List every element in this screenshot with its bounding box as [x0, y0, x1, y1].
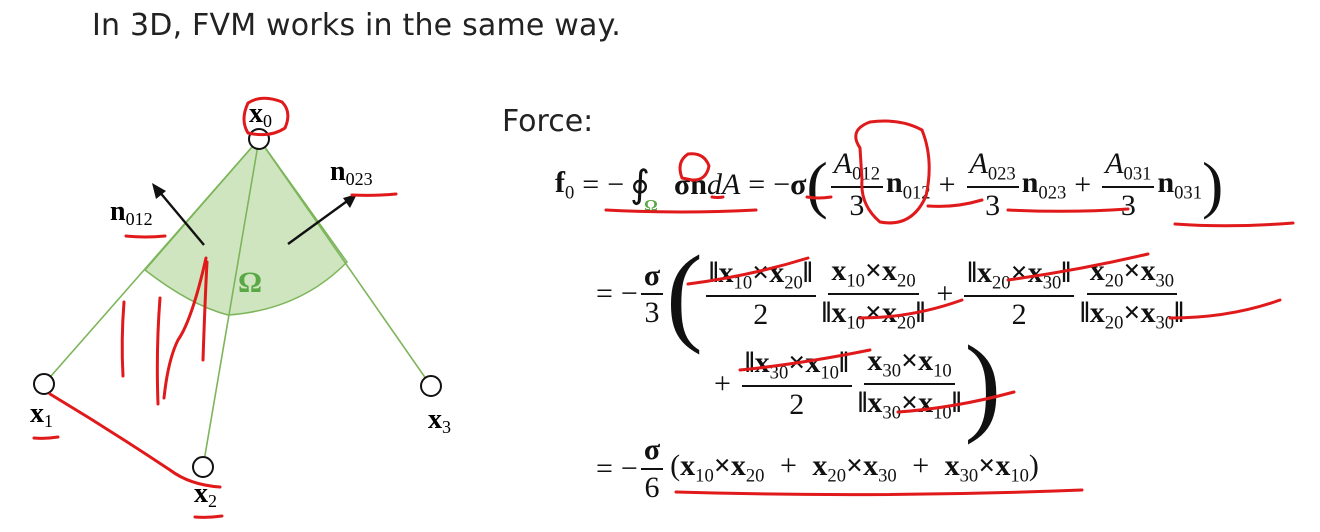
fraction-cross-20-30: x20×x30 ‖x20×x30‖ [1080, 253, 1184, 334]
n012-symbol: n012 [886, 165, 931, 204]
sigma-symbol: σ [790, 167, 807, 201]
label-omega: Ω [238, 266, 262, 299]
vertex-x2 [192, 456, 214, 478]
vertex-x1 [33, 373, 55, 395]
sigma-symbol: σ [673, 167, 691, 201]
equals-sign: = [596, 451, 613, 485]
paren-open: ( [806, 148, 828, 220]
label-n012: n012 [110, 196, 153, 229]
equals-sign: = [748, 167, 766, 201]
fraction-cross-10-20: x10×x20 ‖x10×x20‖ [821, 253, 926, 334]
slide-title: In 3D, FVM works in the same way. [92, 8, 622, 43]
plus-sign: + [1074, 167, 1092, 201]
force-symbol: f0 [555, 165, 575, 204]
big-paren-close: ) [964, 323, 1002, 445]
force-label: Force: [502, 104, 594, 139]
fraction-cross-30-10: x30×x10 ‖x30×x10‖ [857, 343, 962, 424]
minus-sign: − [607, 167, 625, 201]
fraction-A031: A031 3 [1102, 148, 1155, 222]
fraction-norm-10-20: ‖x10×x20‖ 2 [705, 257, 816, 331]
fraction-A012: A012 3 [830, 148, 883, 222]
label-n023: n023 [330, 156, 373, 189]
edge-x0-x1 [43, 138, 260, 385]
equals-sign: = [582, 167, 600, 201]
n023-symbol: n023 [1021, 165, 1067, 204]
equation-line-1: f0 = − ∮ Ω σ n dA = − σ ( A012 3 n012 + A0… [555, 148, 1223, 222]
vertex-x0 [248, 128, 270, 150]
equation-line-3: + ‖x30×x10‖ 2 x30×x10 ‖x30×x10‖ ) [706, 323, 1002, 445]
minus-sign: − [620, 277, 638, 310]
normal-arrow-023 [287, 198, 351, 245]
n-symbol: n [690, 167, 707, 201]
dA-symbol: dA [706, 167, 741, 201]
fraction-norm-20-30: ‖x20×x30‖ 2 [964, 257, 1075, 331]
arrowhead-012 [152, 183, 166, 199]
label-x1: x1 [30, 398, 53, 431]
fraction-norm-30-10: ‖x30×x10‖ 2 [741, 347, 852, 421]
plus-sign: + [936, 277, 954, 310]
minus-sign: − [620, 451, 638, 485]
label-x3: x3 [428, 404, 451, 437]
contour-integral: ∮ Ω [630, 164, 658, 216]
paren-close: ) [1202, 148, 1224, 220]
normal-arrow-012 [157, 189, 205, 246]
label-x2: x2 [194, 478, 217, 511]
equals-sign: = [596, 277, 613, 310]
label-x0: x0 [249, 98, 272, 131]
n031-symbol: n031 [1157, 165, 1203, 204]
minus-sign: − [773, 167, 791, 201]
arrowhead-023 [343, 194, 357, 208]
sum-cross-products: (x10×x20 + x20×x30 + x30×x10) [670, 449, 1039, 487]
fraction-A023: A023 3 [966, 148, 1019, 222]
vertex-x3 [420, 375, 442, 397]
plus-sign: + [938, 167, 956, 201]
big-paren-open: ( [666, 233, 703, 355]
edge-x0-x3 [258, 138, 432, 387]
plus-sign: + [714, 367, 731, 400]
